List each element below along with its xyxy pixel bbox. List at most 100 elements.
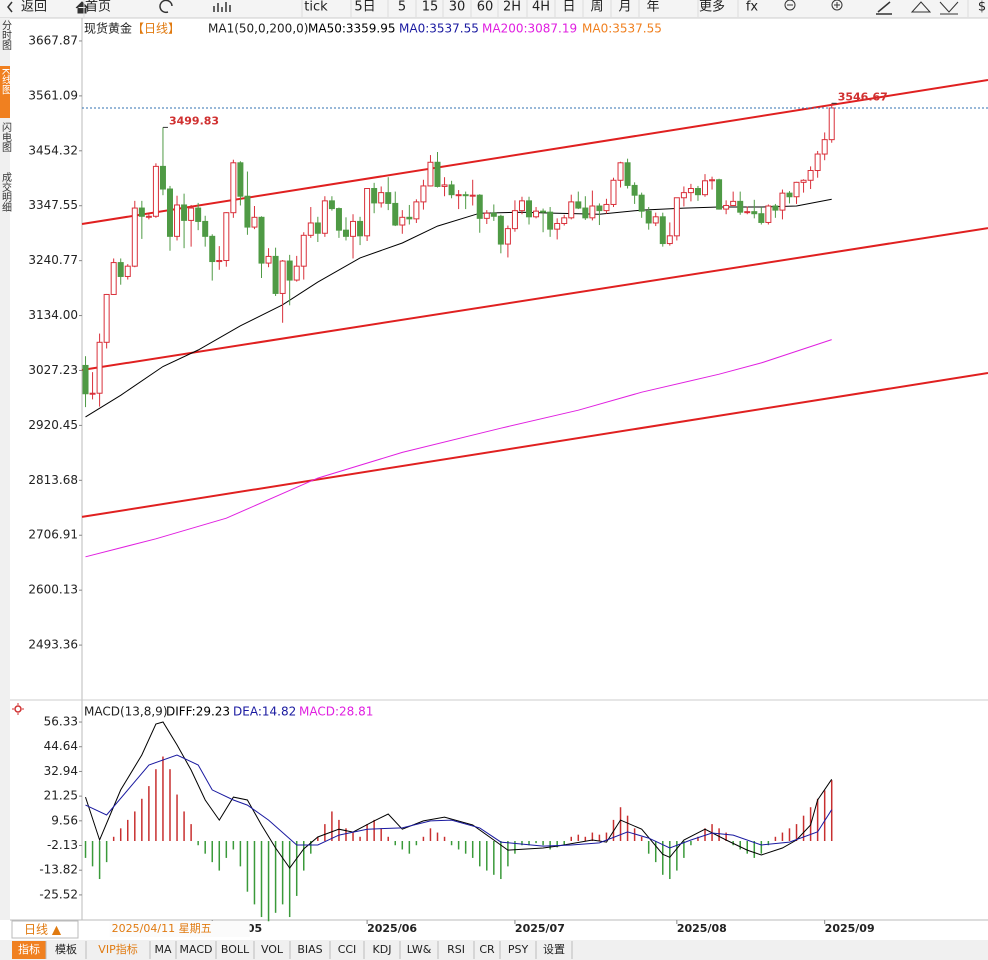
moving-average — [85, 339, 832, 558]
indicator-tab[interactable]: BOLL — [221, 943, 250, 956]
candle-body — [441, 184, 448, 187]
triangle-down-icon[interactable] — [939, 1, 959, 15]
candle-body — [152, 165, 159, 217]
chart-title: 现货黄金 — [84, 21, 132, 36]
toolbar-item[interactable]: 15 — [422, 0, 439, 15]
toolbar-item[interactable]: 日 — [562, 0, 575, 15]
toolbar-item[interactable]: 周 — [590, 0, 603, 15]
candle-body — [582, 207, 589, 219]
y-tick-label: 3027.23 — [28, 363, 78, 377]
candle-body — [483, 212, 490, 219]
indicator-tab[interactable]: MACD — [180, 943, 213, 956]
toolbar-item[interactable]: 月 — [618, 0, 631, 15]
y-tick-label: 56.33 — [44, 715, 78, 729]
toolbar-item[interactable]: 更多 — [699, 0, 725, 15]
indicator-tab[interactable]: PSY — [508, 943, 529, 956]
zoom-out-icon[interactable] — [784, 0, 796, 11]
candle-body — [427, 161, 434, 187]
triangle-up-icon[interactable] — [910, 1, 932, 13]
indicator-tab[interactable]: BIAS — [297, 943, 322, 956]
y-tick-label: 3561.09 — [28, 88, 78, 102]
candle-body — [406, 216, 413, 220]
indicator-tab[interactable]: VOL — [261, 943, 284, 956]
candle-body — [709, 179, 716, 182]
toolbar-item[interactable]: 60 — [477, 0, 494, 15]
indicator-tab[interactable]: CR — [479, 943, 495, 956]
candle-body — [279, 260, 286, 294]
pen-icon[interactable] — [876, 1, 892, 15]
indicator-tab[interactable]: VIP指标 — [98, 942, 137, 956]
toolbar-item[interactable]: 2H — [503, 0, 521, 15]
indicator-tab[interactable]: RSI — [447, 943, 465, 956]
toolbar-item[interactable]: 年 — [646, 0, 659, 15]
zoom-in-icon[interactable] — [831, 0, 843, 11]
tab-bar — [0, 940, 988, 960]
indicator-tab[interactable]: CCI — [338, 943, 357, 956]
candle-body — [216, 260, 223, 263]
indicator-tab[interactable]: 指标 — [18, 942, 40, 956]
candle-body — [490, 212, 497, 217]
candle-body — [554, 222, 561, 230]
indicator-tab[interactable]: 设置 — [543, 943, 565, 956]
candle-body — [364, 188, 371, 237]
sidebar-tab[interactable]: 分时图 — [0, 20, 12, 51]
toolbar-item[interactable]: fx — [746, 0, 759, 15]
candle-body — [610, 179, 617, 205]
toolbar-item[interactable]: 返回 — [21, 0, 47, 15]
high-label: 3499.83 — [169, 114, 219, 127]
refresh-icon[interactable] — [159, 0, 173, 14]
candle-body — [286, 260, 293, 281]
candle-body — [399, 216, 406, 226]
period-button[interactable]: 日线 ▲ — [24, 923, 62, 937]
indicator-tab[interactable]: LW& — [407, 943, 432, 956]
legend-entry: MA200:3087.19 — [482, 22, 577, 36]
home-icon[interactable] — [75, 1, 89, 14]
chart-icon[interactable] — [213, 2, 231, 12]
candle-body — [687, 188, 694, 194]
indicator-tab[interactable]: 模板 — [55, 942, 77, 956]
y-tick-label: -13.82 — [39, 863, 78, 877]
macd-icon[interactable] — [12, 703, 24, 715]
y-tick-label: 3347.55 — [28, 198, 78, 212]
candle-body — [328, 200, 335, 210]
candle-body — [476, 194, 483, 219]
toolbar-item[interactable]: $ — [978, 0, 986, 15]
candle-body — [321, 200, 328, 234]
candle-body — [561, 217, 568, 224]
sidebar-tab[interactable]: K线图 — [0, 68, 12, 95]
cursor-label: 2025/04/11 星期五 — [112, 922, 212, 935]
candle-body — [469, 194, 476, 197]
indicator-tab[interactable]: MA — [154, 943, 171, 956]
candle-body — [174, 204, 181, 237]
toolbar-item[interactable]: 30 — [449, 0, 466, 15]
y-tick-label: 32.94 — [44, 764, 78, 778]
sidebar-tab[interactable]: 闪电图 — [0, 121, 12, 153]
macd-line — [85, 754, 833, 849]
period-button-box[interactable] — [11, 920, 79, 939]
toolbar-item[interactable]: 5 — [398, 0, 406, 15]
candle-body — [744, 211, 751, 214]
indicator-tab[interactable]: KDJ — [373, 943, 392, 956]
candle-body — [716, 179, 723, 210]
candle-body — [772, 205, 779, 211]
candle-body — [814, 153, 821, 172]
cursor-label-box — [109, 921, 250, 937]
y-tick-label: 3454.32 — [28, 143, 78, 157]
sidebar-tab[interactable]: 成交明细 — [0, 172, 12, 212]
candle-body — [378, 192, 385, 204]
toolbar-item[interactable]: 5日 — [354, 0, 375, 15]
candle-body — [124, 265, 131, 277]
toolbar-item[interactable]: 首页 — [85, 0, 111, 15]
period-label: 【日线】 — [132, 22, 180, 36]
candle-body — [526, 200, 533, 218]
candle-body — [765, 205, 772, 223]
back-icon[interactable] — [7, 1, 13, 13]
candle-body — [603, 203, 610, 212]
candle-body — [223, 212, 230, 262]
toolbar-item[interactable]: 4H — [532, 0, 550, 15]
candle-body — [504, 228, 511, 245]
candle-body — [392, 202, 399, 226]
candle-body — [666, 235, 673, 245]
toolbar-item[interactable]: tick — [304, 0, 328, 15]
